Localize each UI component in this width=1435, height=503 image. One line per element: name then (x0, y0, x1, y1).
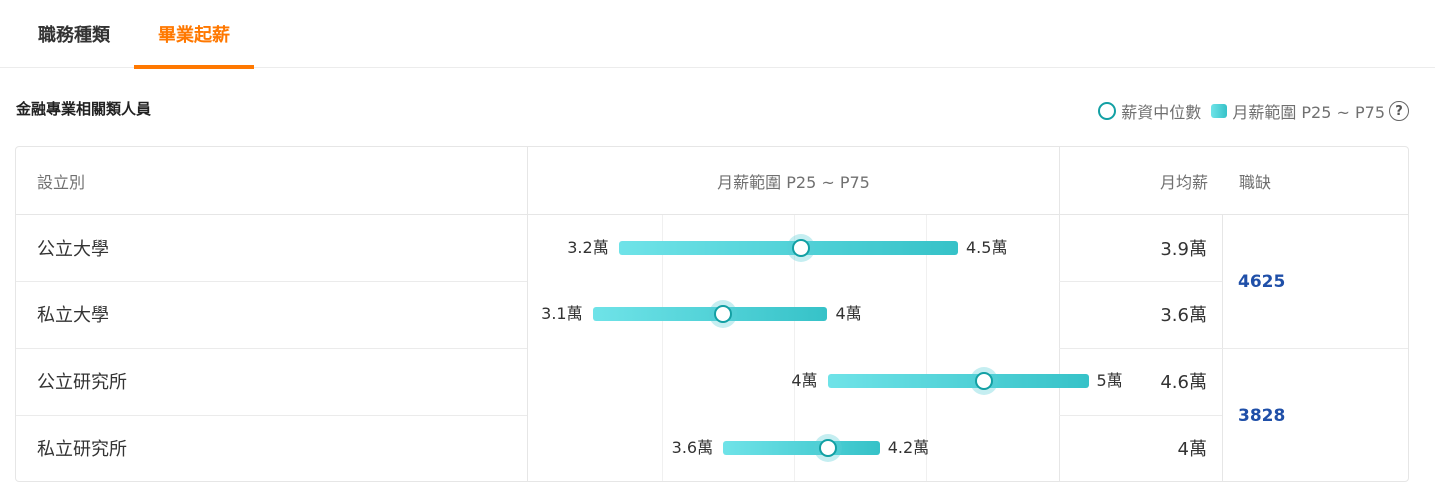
row-type-private-university: 私立大學 (37, 305, 109, 326)
tab-job-category-label: 職務種類 (38, 25, 110, 46)
salary-range-bar (618, 241, 958, 255)
p25-label: 3.6萬 (671, 438, 714, 457)
median-marker (818, 439, 837, 457)
median-halo (787, 234, 816, 262)
median-legend-label: 薪資中位數 (1121, 103, 1202, 122)
tab-job-category[interactable]: 職務種類 (14, 0, 134, 68)
row-type-public-university: 公立大學 (37, 239, 109, 260)
tab-bar: 職務種類 畢業起薪 (0, 0, 1435, 69)
header-avg-salary: 月均薪 (1159, 173, 1208, 192)
section-title: 金融專業相關類人員 (16, 100, 152, 118)
row-avg-salary: 4.6萬 (1160, 372, 1207, 393)
salary-range-bar (827, 374, 1089, 388)
range-legend-label: 月薪範圍 P25 ~ P75 (1232, 103, 1385, 122)
header-range: 月薪範圍 P25 ~ P75 (717, 173, 870, 192)
p75-label: 4萬 (835, 304, 862, 323)
row-type-private-graduate: 私立研究所 (37, 439, 127, 460)
chart-gridline (662, 215, 663, 481)
question-circle-icon[interactable]: ? (1389, 101, 1409, 121)
salary-range-bar (723, 441, 880, 455)
median-marker (714, 305, 733, 323)
row-divider (16, 281, 527, 282)
tab-starting-salary-label: 畢業起薪 (158, 25, 230, 46)
header-type: 設立別 (37, 173, 86, 192)
row-avg-salary: 3.6萬 (1160, 305, 1207, 326)
median-marker (792, 239, 811, 257)
vacancy-count-graduate[interactable]: 3828 (1238, 405, 1286, 426)
active-tab-underline (134, 65, 254, 69)
p75-label: 4.5萬 (966, 238, 1008, 257)
chart-gridline (926, 215, 927, 481)
median-legend-icon (1098, 102, 1117, 120)
median-halo (709, 300, 738, 328)
range-legend-icon (1211, 104, 1228, 118)
salary-range-bar (592, 307, 828, 321)
row-divider (16, 415, 527, 416)
median-halo (813, 434, 842, 462)
chart-gridline (794, 215, 795, 481)
salary-table: 設立別 月薪範圍 P25 ~ P75 月均薪 職缺 公立大學 私立大學 公立研究… (15, 146, 1409, 482)
table-header: 設立別 月薪範圍 P25 ~ P75 月均薪 職缺 (16, 147, 1408, 215)
row-avg-salary: 4萬 (1177, 439, 1207, 460)
header-vacancies: 職缺 (1239, 173, 1272, 192)
row-divider (1059, 415, 1222, 416)
p25-label: 4萬 (791, 371, 818, 390)
vacancy-count-university[interactable]: 4625 (1238, 271, 1286, 292)
p75-label: 4.2萬 (887, 438, 930, 457)
median-marker (975, 372, 994, 390)
row-divider (16, 348, 527, 349)
p25-label: 3.2萬 (567, 238, 609, 257)
median-halo (970, 367, 999, 395)
row-divider (1059, 348, 1408, 349)
tab-starting-salary[interactable]: 畢業起薪 (134, 0, 254, 69)
legend: 薪資中位數 月薪範圍 P25 ~ P75 ? (1098, 99, 1409, 123)
column-divider (527, 147, 528, 481)
row-type-public-graduate: 公立研究所 (37, 372, 127, 393)
column-divider (1059, 147, 1060, 481)
p25-label: 3.1萬 (541, 304, 583, 323)
row-avg-salary: 3.9萬 (1160, 239, 1207, 260)
row-divider (1059, 281, 1222, 282)
